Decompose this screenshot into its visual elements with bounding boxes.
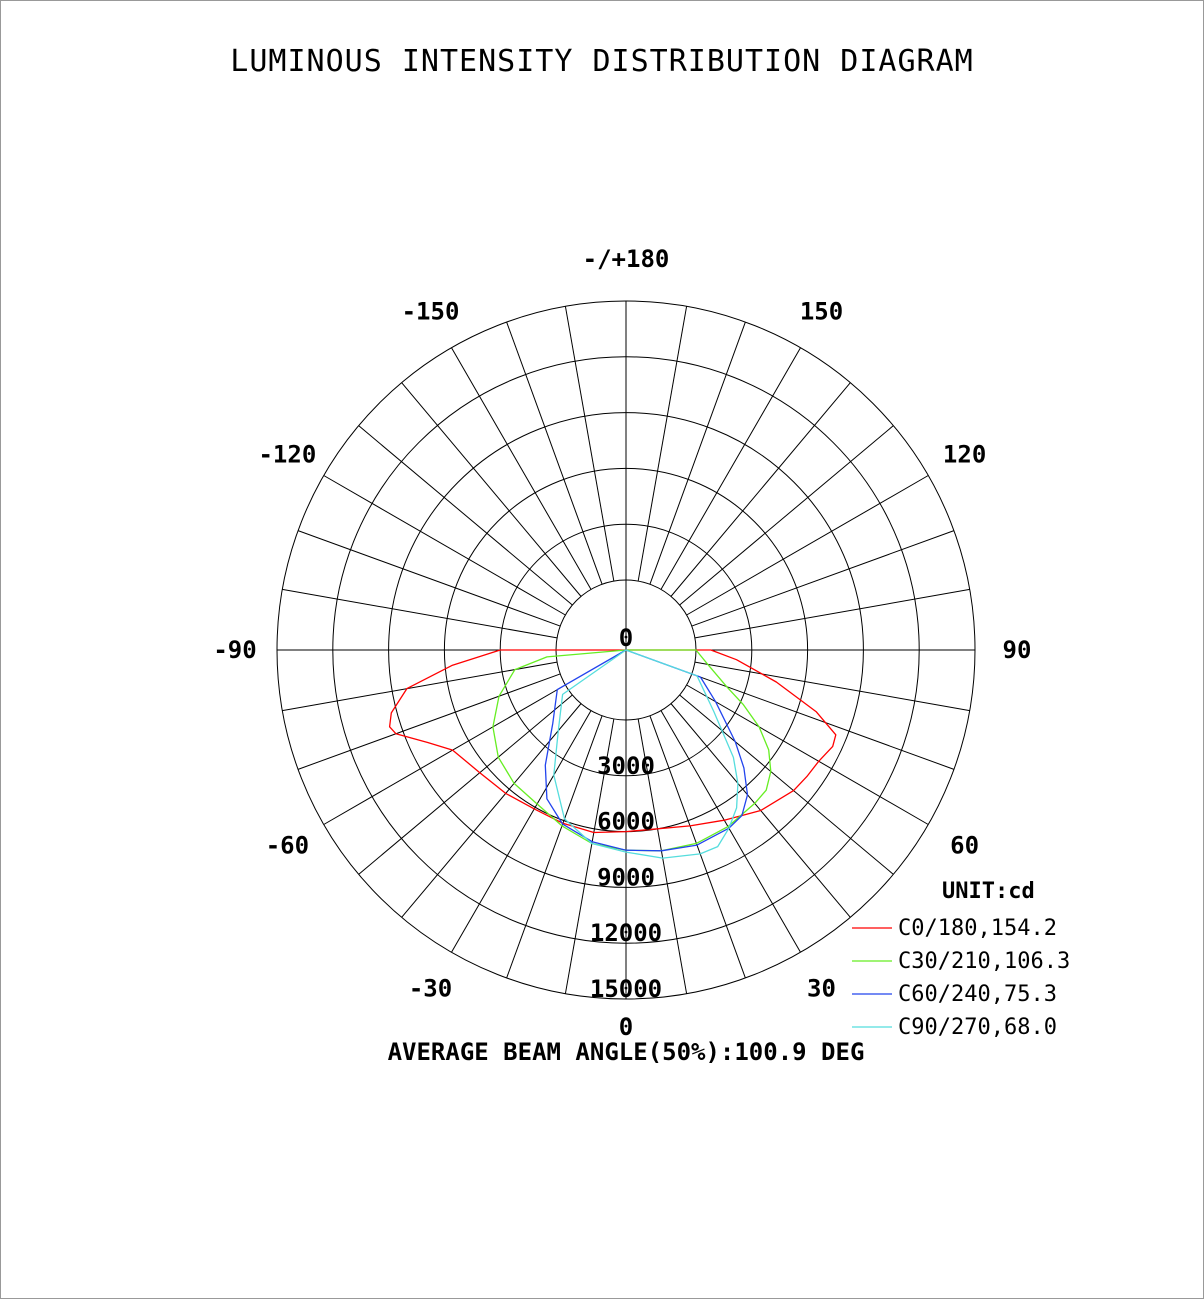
spoke-240 <box>323 475 566 616</box>
spoke-170 <box>637 306 688 582</box>
spoke-260 <box>282 588 558 639</box>
r-tick-9000: 9000 <box>597 863 655 891</box>
center-label: 0 <box>619 624 633 652</box>
spoke-290 <box>297 673 561 770</box>
spoke-280 <box>282 661 558 712</box>
spoke-140 <box>670 382 851 597</box>
intensity-curves <box>388 649 837 859</box>
spoke-20 <box>649 715 746 979</box>
r-tick-15000: 15000 <box>590 975 662 1003</box>
spoke-350 <box>564 718 615 994</box>
spoke-10 <box>637 718 688 994</box>
spoke-210 <box>451 347 592 590</box>
spoke-160 <box>649 321 746 585</box>
chart-title: LUMINOUS INTENSITY DISTRIBUTION DIAGRAM <box>230 44 974 79</box>
angle-labels: -/+180 -150 150 -120 120 -90 90 -60 60 -30 30 <box>213 245 1031 1003</box>
angle-label-60: 60 <box>950 832 979 860</box>
r-tick-3000: 3000 <box>597 752 655 780</box>
radial-tick-labels: 3000 6000 9000 12000 15000 <box>590 752 662 1003</box>
angle-label-neg150: -150 <box>402 297 460 325</box>
legend-label-3: C90/270,68.0 <box>898 1015 1057 1040</box>
spoke-190 <box>564 306 615 582</box>
spoke-50 <box>679 694 894 875</box>
spoke-250 <box>297 530 561 627</box>
spoke-80 <box>694 661 970 712</box>
spoke-30 <box>660 710 801 953</box>
spoke-60 <box>686 684 929 825</box>
beam-angle-text: AVERAGE BEAM ANGLE(50%):100.9 DEG <box>388 1038 865 1066</box>
spoke-150 <box>660 347 801 590</box>
spoke-340 <box>506 715 603 979</box>
legend: UNIT:cd C0/180,154.2 C30/210,106.3 C60/240… <box>852 879 1070 1040</box>
spoke-130 <box>679 425 894 606</box>
legend-label-0: C0/180,154.2 <box>898 916 1057 941</box>
spoke-110 <box>691 530 955 627</box>
spoke-120 <box>686 475 929 616</box>
spoke-330 <box>451 710 592 953</box>
angle-label-neg120: -120 <box>258 441 316 469</box>
angle-label-180: -/+180 <box>583 245 670 273</box>
spoke-100 <box>694 588 970 639</box>
bottom-zero-label: 0 <box>619 1013 633 1041</box>
spoke-70 <box>691 673 955 770</box>
series-line-3 <box>553 649 739 859</box>
spoke-220 <box>401 382 582 597</box>
spoke-320 <box>401 703 582 918</box>
series-line-2 <box>544 649 749 852</box>
spoke-310 <box>358 694 573 875</box>
r-tick-6000: 6000 <box>597 808 655 836</box>
angle-label-neg60: -60 <box>266 832 309 860</box>
angle-label-150: 150 <box>800 297 843 325</box>
spoke-230 <box>358 425 573 606</box>
angle-label-neg90: -90 <box>213 636 256 664</box>
unit-label: UNIT:cd <box>942 879 1035 904</box>
r-tick-12000: 12000 <box>590 919 662 947</box>
angle-label-neg30: -30 <box>409 975 452 1003</box>
spoke-200 <box>506 321 603 585</box>
legend-label-2: C60/240,75.3 <box>898 982 1057 1007</box>
angle-label-120: 120 <box>943 441 986 469</box>
spoke-300 <box>323 684 566 825</box>
legend-label-1: C30/210,106.3 <box>898 949 1070 974</box>
angle-label-90: 90 <box>1003 636 1032 664</box>
series-line-1 <box>492 649 772 852</box>
series-line-0 <box>388 649 837 834</box>
angle-label-30: 30 <box>807 975 836 1003</box>
